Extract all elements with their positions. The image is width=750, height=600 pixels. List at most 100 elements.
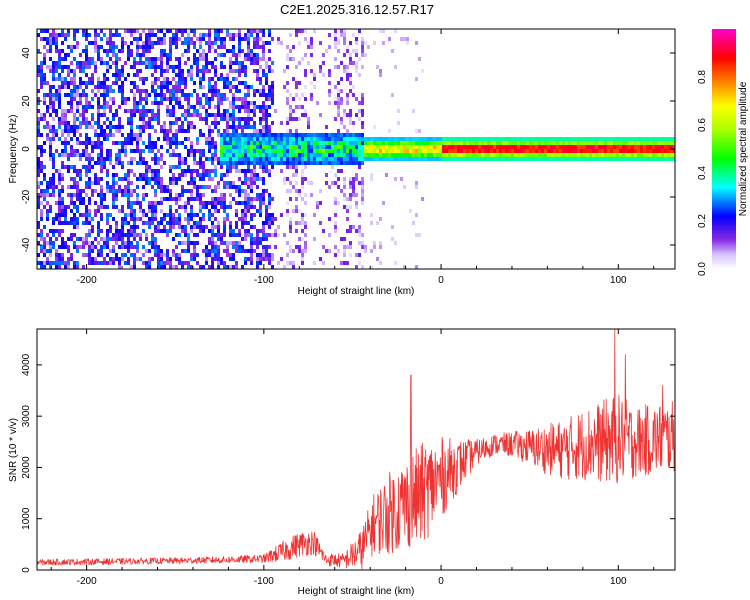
spectrogram-cell: [40, 65, 43, 69]
spectrogram-cell: [415, 181, 418, 185]
spectrogram-cell: [250, 177, 253, 181]
spectrogram-cell: [343, 53, 346, 57]
spectrogram-cell: [151, 61, 154, 65]
spectrogram-cell: [520, 153, 523, 157]
spectrogram-cell: [352, 61, 355, 65]
spectrogram-cell: [529, 157, 532, 161]
spectrogram-cell: [37, 253, 40, 257]
spectrogram-cell: [169, 45, 172, 49]
spectrogram-cell: [115, 113, 118, 117]
spectrogram-cell: [181, 185, 184, 189]
spectrogram-cell: [505, 141, 508, 145]
spectrogram-cell: [115, 221, 118, 225]
spectrogram-cell: [55, 89, 58, 93]
spectrogram-cell: [628, 137, 631, 141]
spectrogram-cell: [73, 225, 76, 229]
spectrogram-cell: [79, 245, 82, 249]
spectrogram-cell: [370, 153, 373, 157]
spectrogram-cell: [226, 169, 229, 173]
spectrogram-cell: [193, 61, 196, 65]
spectrogram-cell: [154, 33, 157, 37]
spectrogram-cell: [232, 61, 235, 65]
spectrogram-cell: [175, 101, 178, 105]
spectrogram-cell: [298, 153, 301, 157]
spectrogram-cell: [286, 157, 289, 161]
spectrogram-cell: [184, 225, 187, 229]
spectrogram-cell: [364, 141, 367, 145]
spectrogram-cell: [133, 221, 136, 225]
spectrogram-cell: [241, 217, 244, 221]
spectrogram-cell: [298, 189, 301, 193]
spectrogram-cell: [466, 137, 469, 141]
spectrogram-cell: [202, 161, 205, 165]
spectrogram-cell: [406, 149, 409, 153]
spectrogram-cell: [358, 133, 361, 137]
spectrogram-cell: [214, 169, 217, 173]
spectrogram-cell: [163, 225, 166, 229]
spectrogram-cell: [499, 141, 502, 145]
spectrogram-cell: [154, 65, 157, 69]
spectrogram-cell: [85, 93, 88, 97]
spectrogram-cell: [157, 185, 160, 189]
spectrogram-cell: [418, 157, 421, 161]
spectrogram-cell: [223, 53, 226, 57]
spectrogram-cell: [169, 189, 172, 193]
spectrogram-cell: [253, 213, 256, 217]
spectrogram-cell: [295, 161, 298, 165]
spectrogram-cell: [295, 189, 298, 193]
spectrogram-cell: [343, 149, 346, 153]
spectrogram-cell: [403, 265, 406, 269]
spectrogram-cell: [208, 49, 211, 53]
spectrogram-cell: [55, 201, 58, 205]
spectrogram-cell: [169, 129, 172, 133]
spectrogram-cell: [109, 125, 112, 129]
spectrogram-cell: [346, 161, 349, 165]
spectrogram-cell: [343, 193, 346, 197]
spectrogram-cell: [127, 241, 130, 245]
spectrogram-cell: [613, 149, 616, 153]
spectrogram-cell: [52, 189, 55, 193]
spectrogram-cell: [268, 197, 271, 201]
spectrogram-cell: [568, 145, 571, 149]
spectrogram-cell: [43, 53, 46, 57]
spectrogram-cell: [265, 73, 268, 77]
spectrogram-cell: [157, 225, 160, 229]
spectrogram-cell: [214, 173, 217, 177]
spectrogram-cell: [349, 229, 352, 233]
spectrogram-cell: [262, 161, 265, 165]
spectrogram-cell: [187, 233, 190, 237]
spectrogram-cell: [91, 57, 94, 61]
spectrogram-cell: [154, 181, 157, 185]
spectrogram-cell: [67, 157, 70, 161]
spectrogram-cell: [151, 221, 154, 225]
spectrogram-cell: [229, 37, 232, 41]
spectrogram-cell: [256, 233, 259, 237]
spectrogram-cell: [133, 149, 136, 153]
spectrogram-cell: [547, 145, 550, 149]
spectrogram-cell: [496, 157, 499, 161]
spectrogram-cell: [97, 97, 100, 101]
spectrogram-cell: [565, 145, 568, 149]
spectrogram-cell: [169, 101, 172, 105]
spectrogram-cell: [355, 61, 358, 65]
spectrogram-cell: [112, 173, 115, 177]
spectrogram-cell: [271, 221, 274, 225]
spectrogram-cell: [430, 153, 433, 157]
spectrogram-cell: [46, 125, 49, 129]
spectrogram-cell: [250, 253, 253, 257]
spectrogram-cell: [334, 133, 337, 137]
spectrogram-cell: [145, 109, 148, 113]
spectrogram-cell: [292, 57, 295, 61]
spectrogram-cell: [334, 161, 337, 165]
spectrogram-cell: [190, 153, 193, 157]
spectrogram-cell: [148, 37, 151, 41]
spectrogram-cell: [106, 105, 109, 109]
spectrogram-cell: [40, 77, 43, 81]
spectrogram-cell: [37, 109, 40, 113]
spectrogram-cell: [55, 41, 58, 45]
spectrogram-cell: [268, 225, 271, 229]
spectrogram-cell: [103, 245, 106, 249]
spectrogram-cell: [226, 181, 229, 185]
spectrogram-cell: [97, 141, 100, 145]
spectrogram-cell: [148, 125, 151, 129]
